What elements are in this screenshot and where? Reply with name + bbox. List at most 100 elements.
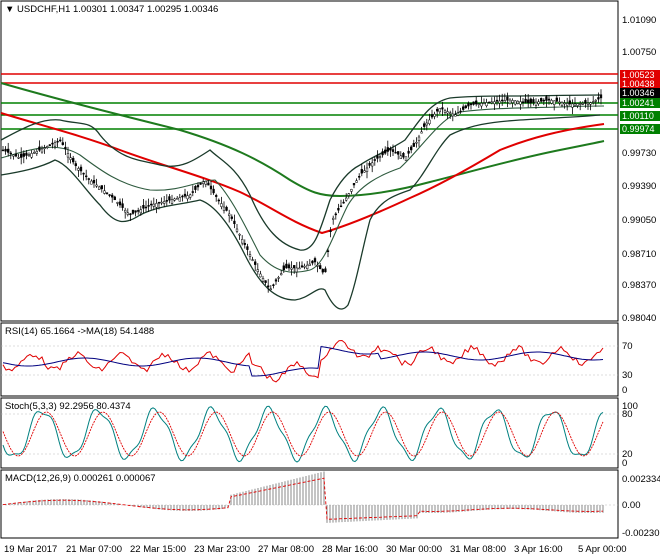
candle-body xyxy=(103,190,106,194)
candle-body xyxy=(178,197,181,202)
ma-red-line xyxy=(0,112,605,235)
candle-body xyxy=(217,199,220,202)
candle-body xyxy=(163,201,166,204)
candle-body xyxy=(332,217,335,220)
stoch-panel[interactable] xyxy=(0,397,619,469)
candle-body xyxy=(189,194,192,198)
candle-body xyxy=(412,143,415,147)
candle-body xyxy=(35,151,38,154)
candle-body xyxy=(233,220,236,225)
candle-body xyxy=(298,267,301,270)
candle-body xyxy=(287,264,291,269)
candle-body xyxy=(350,189,353,192)
candle-body xyxy=(238,233,241,236)
stoch-tick: 80 xyxy=(622,409,633,420)
y-tick: 0.99730 xyxy=(622,148,657,159)
price-tag-resistance-1: 1.00523 xyxy=(620,70,660,80)
candle-body xyxy=(423,123,426,127)
candle-body xyxy=(220,203,223,207)
candle-body xyxy=(79,166,83,172)
collapse-triangle-icon[interactable]: ▼ xyxy=(5,4,15,15)
candle-body xyxy=(113,196,116,201)
x-tick: 27 Mar 08:00 xyxy=(258,544,314,555)
candle-body xyxy=(150,203,153,206)
candle-body xyxy=(90,180,93,185)
candle-body xyxy=(38,146,41,151)
candle-body xyxy=(342,201,345,204)
candle-body xyxy=(46,146,49,148)
macd-tick: 0.002334 xyxy=(622,474,660,485)
candle-body xyxy=(142,205,145,209)
candle-body xyxy=(254,261,257,265)
candle-body xyxy=(368,162,371,166)
price-tag-resistance-2: 1.00438 xyxy=(620,79,660,89)
candle-body xyxy=(529,98,532,104)
candle-body xyxy=(204,180,207,185)
candle-body xyxy=(277,277,280,279)
macd-tick: -0.002306 xyxy=(622,528,660,539)
candle-body xyxy=(425,122,428,126)
price-tag-current: 1.00346 xyxy=(620,88,660,98)
candle-body xyxy=(410,146,413,151)
candle-body xyxy=(186,195,189,200)
rsi-panel[interactable] xyxy=(0,322,619,397)
candle-body xyxy=(420,131,423,134)
candle-body xyxy=(235,228,239,232)
candle-body xyxy=(508,99,512,105)
candle-body xyxy=(451,113,454,117)
candle-body xyxy=(527,99,530,103)
candle-body xyxy=(464,105,467,109)
candle-body xyxy=(295,267,298,273)
candle-body xyxy=(30,153,33,158)
candle-body xyxy=(532,99,535,103)
candle-body xyxy=(168,196,171,201)
candle-body xyxy=(540,98,543,102)
candle-body xyxy=(261,278,265,282)
stoch-tick: 20 xyxy=(622,449,633,460)
candle-body xyxy=(191,191,194,193)
candle-body xyxy=(246,246,249,250)
candle-body xyxy=(519,101,522,105)
candle-body xyxy=(576,103,579,106)
candle-body xyxy=(259,273,262,278)
candle-body xyxy=(243,243,246,245)
candle-body xyxy=(100,185,103,190)
candle-body xyxy=(137,210,140,212)
candle-body xyxy=(334,213,337,216)
candle-body xyxy=(472,101,475,105)
candle-body xyxy=(160,201,163,204)
candle-body xyxy=(586,102,590,106)
candle-body xyxy=(511,100,514,103)
candle-body xyxy=(454,114,457,117)
candle-body xyxy=(365,167,369,172)
candle-body xyxy=(17,157,20,159)
candle-body xyxy=(345,197,348,201)
stoch-header: Stoch(5,3,3) 92.2956 80.4374 xyxy=(5,401,131,412)
candle-body xyxy=(280,273,283,276)
candle-body xyxy=(69,157,72,160)
candle-body xyxy=(482,102,486,105)
candle-body xyxy=(126,212,129,215)
candle-body xyxy=(490,101,493,104)
candle-body xyxy=(56,140,59,143)
candle-body xyxy=(550,100,553,104)
candle-body xyxy=(430,114,434,118)
bollinger-lower xyxy=(0,114,601,310)
candle-body xyxy=(352,183,356,186)
candle-body xyxy=(306,264,309,269)
candlestick-series[interactable] xyxy=(1,89,603,293)
candle-body xyxy=(397,151,400,155)
x-tick: 23 Mar 23:00 xyxy=(194,544,250,555)
candle-body xyxy=(40,148,44,153)
candle-body xyxy=(402,153,405,158)
candle-body xyxy=(285,263,288,269)
candle-body xyxy=(376,155,379,159)
main-chart-panel[interactable] xyxy=(0,0,619,322)
candle-body xyxy=(61,142,64,145)
candle-body xyxy=(27,154,31,157)
candle-body xyxy=(152,203,155,207)
price-tag-support-3: 0.99974 xyxy=(620,124,660,134)
candle-body xyxy=(303,265,306,268)
candle-body xyxy=(33,152,36,154)
